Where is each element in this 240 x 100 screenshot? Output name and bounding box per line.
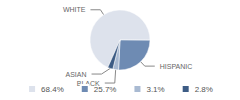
svg-text:2.8%: 2.8% [195, 85, 213, 94]
svg-text:ASIAN: ASIAN [66, 71, 87, 78]
svg-text:HISPANIC: HISPANIC [160, 63, 193, 70]
svg-text:25.7%: 25.7% [94, 85, 117, 94]
svg-text:BLACK: BLACK [76, 79, 100, 87]
svg-text:WHITE: WHITE [63, 6, 86, 13]
svg-text:3.1%: 3.1% [146, 85, 164, 94]
svg-text:68.4%: 68.4% [41, 85, 64, 94]
